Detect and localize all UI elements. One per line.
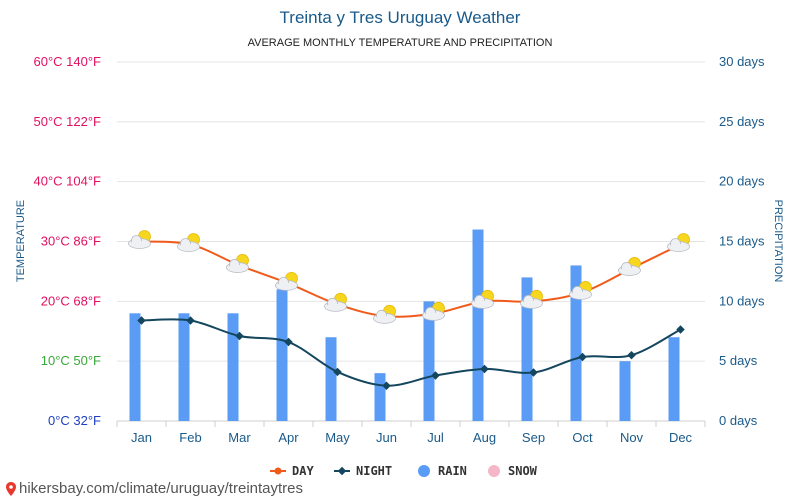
partly-cloudy-icon: [128, 230, 151, 249]
x-tick-label: Sep: [522, 430, 545, 445]
rain-bar: [423, 301, 435, 421]
x-tick-label: Apr: [278, 430, 299, 445]
rain-bars: [129, 229, 680, 421]
right-axis-ticks: 0 days 5 days 10 days 15 days 20 days 25 days…: [719, 54, 765, 428]
rain-bar: [129, 313, 141, 421]
x-tick-label: Jan: [131, 430, 152, 445]
rain-bar: [472, 229, 484, 421]
partly-cloudy-icon: [618, 257, 641, 276]
temperature-lines: [137, 240, 685, 390]
left-tick-label: 40°C 104°F: [34, 174, 102, 189]
legend: DAY NIGHT RAIN SNOW: [270, 464, 538, 478]
night-point: [235, 331, 244, 341]
x-tick-label: Mar: [228, 430, 251, 445]
partly-cloudy-icon: [324, 292, 347, 312]
night-point: [529, 368, 538, 377]
partly-cloudy-icon: [422, 301, 445, 321]
left-tick-label: 0°C 32°F: [48, 413, 101, 428]
day-temperature-line: [141, 240, 681, 318]
right-tick-label: 30 days: [719, 54, 765, 69]
rain-bar: [227, 313, 239, 421]
rain-bar: [570, 265, 582, 421]
rain-bar: [276, 289, 288, 421]
partly-cloudy-icon: [177, 233, 200, 252]
rain-bar: [178, 313, 190, 421]
x-tick-label: May: [325, 430, 350, 445]
left-tick-label: 20°C 68°F: [41, 293, 101, 308]
x-tick-label: Feb: [179, 430, 201, 445]
map-pin-icon: [6, 481, 16, 496]
weather-chart: Treinta y Tres Uruguay Weather AVERAGE M…: [15, 8, 784, 478]
x-tick-label: Jul: [427, 430, 444, 445]
right-tick-label: 25 days: [719, 114, 765, 129]
night-point: [333, 367, 342, 377]
x-axis-ticks: Jan Feb Mar Apr May Jun Jul Aug Sep Oct Nov Dec: [131, 430, 693, 445]
night-point: [186, 316, 195, 325]
left-axis-ticks: 0°C 32°F 10°C 50°F 20°C 68°F 30°C 86°F 40°C …: [34, 54, 102, 428]
left-tick-label: 50°C 122°F: [34, 114, 102, 129]
legend-label: RAIN: [438, 464, 467, 478]
left-tick-label: 10°C 50°F: [41, 353, 101, 368]
rain-bar: [325, 337, 337, 421]
partly-cloudy-icon: [569, 280, 592, 300]
night-point: [431, 371, 440, 380]
y-axis-left-label: TEMPERATURE: [15, 200, 27, 282]
footer[interactable]: hikersbay.com/climate/uruguay/treintaytr…: [6, 480, 303, 497]
grid-lines: [116, 61, 706, 427]
partly-cloudy-icon: [373, 304, 396, 324]
partly-cloudy-icon: [275, 271, 298, 291]
legend-item-night[interactable]: NIGHT: [334, 464, 392, 478]
y-axis-right-label: PRECIPITATION: [772, 200, 784, 283]
right-tick-label: 10 days: [719, 293, 765, 308]
left-tick-label: 60°C 140°F: [34, 54, 102, 69]
rain-bar: [374, 373, 386, 421]
night-point: [284, 337, 293, 347]
night-point: [578, 352, 587, 362]
legend-label: DAY: [292, 464, 314, 478]
partly-cloudy-icon: [471, 289, 494, 309]
night-point: [480, 364, 489, 374]
x-tick-label: Oct: [572, 430, 593, 445]
right-tick-label: 15 days: [719, 234, 765, 249]
night-point: [137, 316, 146, 325]
legend-item-snow[interactable]: SNOW: [488, 464, 538, 478]
left-tick-label: 30°C 86°F: [41, 234, 101, 249]
x-tick-label: Dec: [669, 430, 693, 445]
legend-label: SNOW: [508, 464, 538, 478]
x-tick-label: Aug: [473, 430, 496, 445]
right-tick-label: 0 days: [719, 413, 758, 428]
right-tick-label: 20 days: [719, 174, 765, 189]
legend-item-rain[interactable]: RAIN: [418, 464, 467, 478]
legend-label: NIGHT: [356, 464, 392, 478]
chart-title: Treinta y Tres Uruguay Weather: [280, 8, 521, 27]
legend-item-day[interactable]: DAY: [270, 464, 314, 478]
chart-subtitle: AVERAGE MONTHLY TEMPERATURE AND PRECIPIT…: [248, 37, 553, 49]
rain-bar: [668, 337, 680, 421]
partly-cloudy-icon: [667, 233, 690, 252]
weather-icons: [128, 230, 690, 324]
right-tick-label: 5 days: [719, 353, 758, 368]
night-temperature-line: [141, 318, 681, 387]
partly-cloudy-icon: [226, 254, 249, 273]
rain-bar: [619, 361, 631, 421]
night-point: [627, 350, 636, 360]
footer-link[interactable]: hikersbay.com/climate/uruguay/treintaytr…: [19, 480, 304, 497]
x-tick-label: Nov: [620, 430, 644, 445]
night-point: [382, 381, 391, 390]
rain-bar: [521, 277, 533, 421]
night-point: [676, 325, 685, 334]
x-tick-label: Jun: [376, 430, 397, 445]
partly-cloudy-icon: [520, 289, 543, 309]
